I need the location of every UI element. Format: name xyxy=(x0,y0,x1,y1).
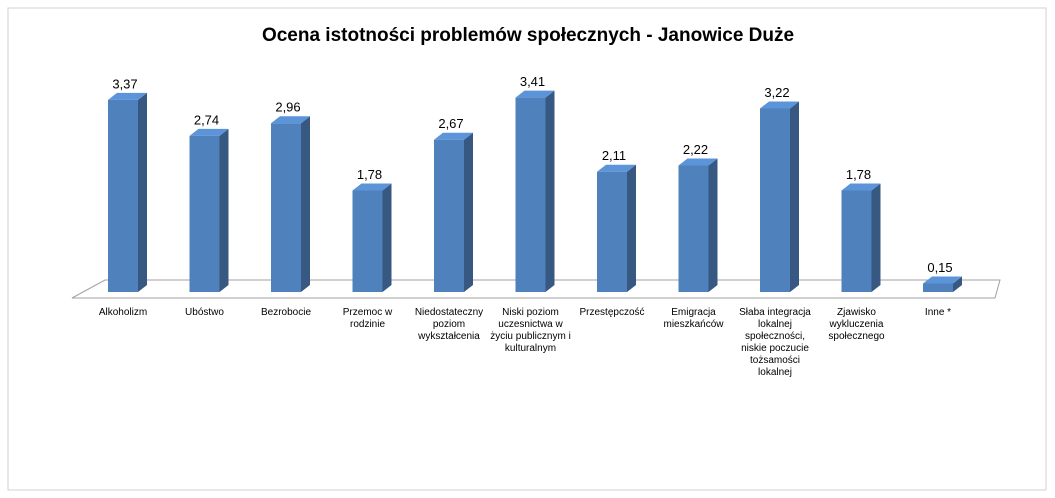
data-label: 3,41 xyxy=(520,74,545,89)
bar-front xyxy=(515,97,546,292)
bar-side xyxy=(382,183,392,292)
bar-side xyxy=(627,164,636,292)
x-tick-label: Przestępczość xyxy=(579,307,645,318)
bar-front xyxy=(597,171,627,292)
bar-top xyxy=(434,132,473,140)
bar-side xyxy=(953,276,962,292)
bar-side xyxy=(708,158,718,292)
bar-top xyxy=(678,158,718,166)
bar-side xyxy=(464,132,473,292)
bar xyxy=(515,90,555,292)
x-tick-label: Bezrobocie xyxy=(260,307,312,318)
bar xyxy=(760,101,799,293)
bar xyxy=(434,132,473,292)
bar-top xyxy=(189,128,229,136)
x-tick-label: Ubóstwo xyxy=(185,307,224,318)
chart-title: Ocena istotności problemów społecznych -… xyxy=(262,25,794,46)
bar xyxy=(108,92,147,292)
bar-top xyxy=(923,276,962,284)
bar-side xyxy=(545,90,555,292)
x-tick-label: Zjawisko wykluczenia społecznego xyxy=(828,307,885,342)
bar-front xyxy=(760,108,790,293)
x-tick-label: Słaba integracja lokalnej społeczności, … xyxy=(739,307,811,378)
bar-front xyxy=(352,190,383,292)
bar-top xyxy=(271,116,310,124)
bar xyxy=(923,276,962,292)
bar xyxy=(271,116,310,292)
bar-side xyxy=(219,128,229,292)
bar xyxy=(841,183,881,292)
data-label: 0,15 xyxy=(927,260,952,275)
bar xyxy=(189,128,229,292)
data-label: 2,74 xyxy=(194,112,219,127)
bar-top xyxy=(352,183,392,191)
x-tick-label: Niedostateczny poziom wykształcenia xyxy=(414,307,484,342)
bar-top xyxy=(760,101,799,109)
bar xyxy=(678,158,718,292)
data-label: 2,67 xyxy=(438,116,463,131)
bar-side xyxy=(790,101,799,293)
data-label: 3,37 xyxy=(112,76,137,91)
bar-top xyxy=(108,92,147,100)
x-tick-label: Alkoholizm xyxy=(98,307,148,318)
data-label: 2,11 xyxy=(602,148,626,163)
bar-front xyxy=(108,99,138,292)
bar-side xyxy=(138,92,147,292)
x-tick-label: Emigracja mieszkańców xyxy=(663,307,724,330)
data-label: 1,78 xyxy=(357,167,382,182)
bar-front xyxy=(271,123,301,292)
bar-front xyxy=(678,165,709,292)
data-label: 1,78 xyxy=(846,167,871,182)
data-label: 2,96 xyxy=(275,100,300,115)
bar-top xyxy=(515,90,555,98)
bar-front xyxy=(434,139,464,292)
x-tick-label: Przemoc w rodzinie xyxy=(342,307,393,330)
bar-top xyxy=(841,183,881,191)
x-tick-label: Niski poziom uczesnictwa w życiu publicz… xyxy=(490,307,571,354)
bar-front xyxy=(189,135,220,292)
bar-top xyxy=(597,164,636,172)
bar-front xyxy=(841,190,872,292)
x-tick-label: Inne * xyxy=(924,307,952,318)
data-label: 2,22 xyxy=(683,142,708,157)
bar-side xyxy=(871,183,881,292)
bar xyxy=(352,183,392,292)
bar-side xyxy=(301,116,310,292)
bar-front xyxy=(923,283,953,292)
bar xyxy=(597,164,636,292)
data-label: 3,22 xyxy=(764,85,789,100)
